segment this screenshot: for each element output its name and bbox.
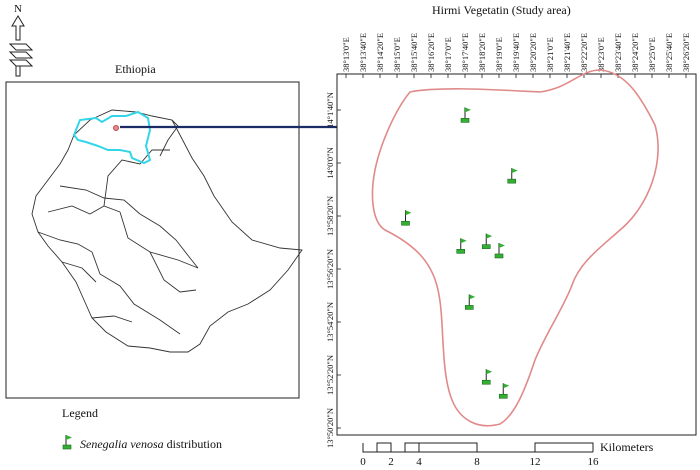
scale-tick-label: 2 (388, 456, 394, 468)
scale-tick-label: 8 (474, 456, 480, 468)
site-flag-icon (498, 383, 510, 399)
inset-title: Ethiopia (115, 62, 156, 76)
scale-tick-label: 0 (360, 456, 366, 468)
site-flag-icon (401, 210, 412, 226)
legend-entry: Senegalia venosa distribution (80, 437, 222, 451)
lon-label: 38°21'40"E (562, 33, 572, 72)
tigray-region-outline (72, 110, 152, 165)
ethiopia-outline (31, 109, 303, 353)
site-flag-icon (494, 242, 505, 259)
lon-label: 38°24'20"E (630, 33, 640, 72)
lon-label: 38°13'40"E (358, 33, 368, 72)
scale-bar (362, 442, 594, 453)
main-map-frame (336, 73, 697, 436)
lat-label: 13°54'20"N (325, 302, 335, 342)
lon-label: 38°21'0"E (545, 37, 555, 72)
inset-frame (5, 81, 300, 399)
site-flag-icon (481, 369, 493, 385)
study-area-boundary (371, 69, 659, 427)
lon-label: 38°17'0"E (443, 37, 453, 72)
lat-label: 13°50'20"N (325, 408, 335, 448)
lon-label: 38°15'0"E (392, 37, 402, 72)
lon-label: 38°20'20"E (528, 33, 538, 72)
north-label: N (14, 3, 22, 15)
lon-label: 38°19'0"E (494, 37, 504, 72)
lon-label: 38°13'0"E (341, 37, 351, 72)
lon-label: 38°19'40"E (511, 33, 521, 72)
longitude-labels: 38°13'0"E 38°13'40"E 38°14'20"E 38°15'0"E 38… (341, 33, 691, 72)
lon-label: 38°22'20"E (579, 33, 589, 72)
site-flag-icon (481, 233, 493, 249)
study-area-marker (113, 125, 120, 132)
lat-label: 13°56'20"N (325, 249, 335, 289)
lat-label: 13°58'20"N (325, 196, 335, 236)
lon-label: 38°25'40"E (664, 33, 674, 72)
scale-tick-label: 16 (588, 456, 600, 468)
site-flag-icon (507, 168, 518, 184)
scale-tick-label: 4 (416, 456, 422, 468)
legend-species: Senegalia venosa (80, 437, 164, 451)
lon-label: 38°23'0"E (596, 37, 606, 72)
site-markers (401, 107, 518, 399)
site-flag-icon (464, 294, 476, 310)
lon-label: 38°25'0"E (647, 37, 657, 72)
lon-label: 38°23'40"E (613, 33, 623, 72)
scale-tick-label: 12 (530, 456, 541, 468)
lon-label: 38°17'40"E (460, 33, 470, 72)
lat-label: 14°0'0"N (325, 147, 335, 179)
scale-tick-labels: 0 2 4 8 12 16 (360, 456, 599, 468)
lat-label: 14°1'40"N (325, 92, 335, 128)
north-arrow-icon: N (8, 3, 34, 77)
legend-title: Legend (62, 406, 98, 420)
frame-ticks (337, 74, 687, 429)
lon-label: 38°15'40"E (409, 33, 419, 72)
lat-label: 13°52'20"N (325, 355, 335, 395)
latitude-labels: 14°1'40"N 14°0'0"N 13°58'20"N 13°56'20"N 13°… (325, 92, 335, 448)
site-flag-icon (460, 107, 471, 123)
scale-unit: Kilometers (600, 440, 654, 454)
lon-label: 38°16'20"E (426, 33, 436, 72)
main-map-title: Hirmi Vegetatin (Study area) (432, 3, 571, 17)
lon-label: 38°14'20"E (375, 33, 385, 72)
legend-suffix: distribution (164, 437, 222, 451)
legend-marker-flag-icon (62, 435, 72, 450)
site-flag-icon (456, 238, 467, 254)
lon-label: 38°26'20"E (681, 33, 691, 72)
lon-label: 38°18'20"E (477, 33, 487, 72)
